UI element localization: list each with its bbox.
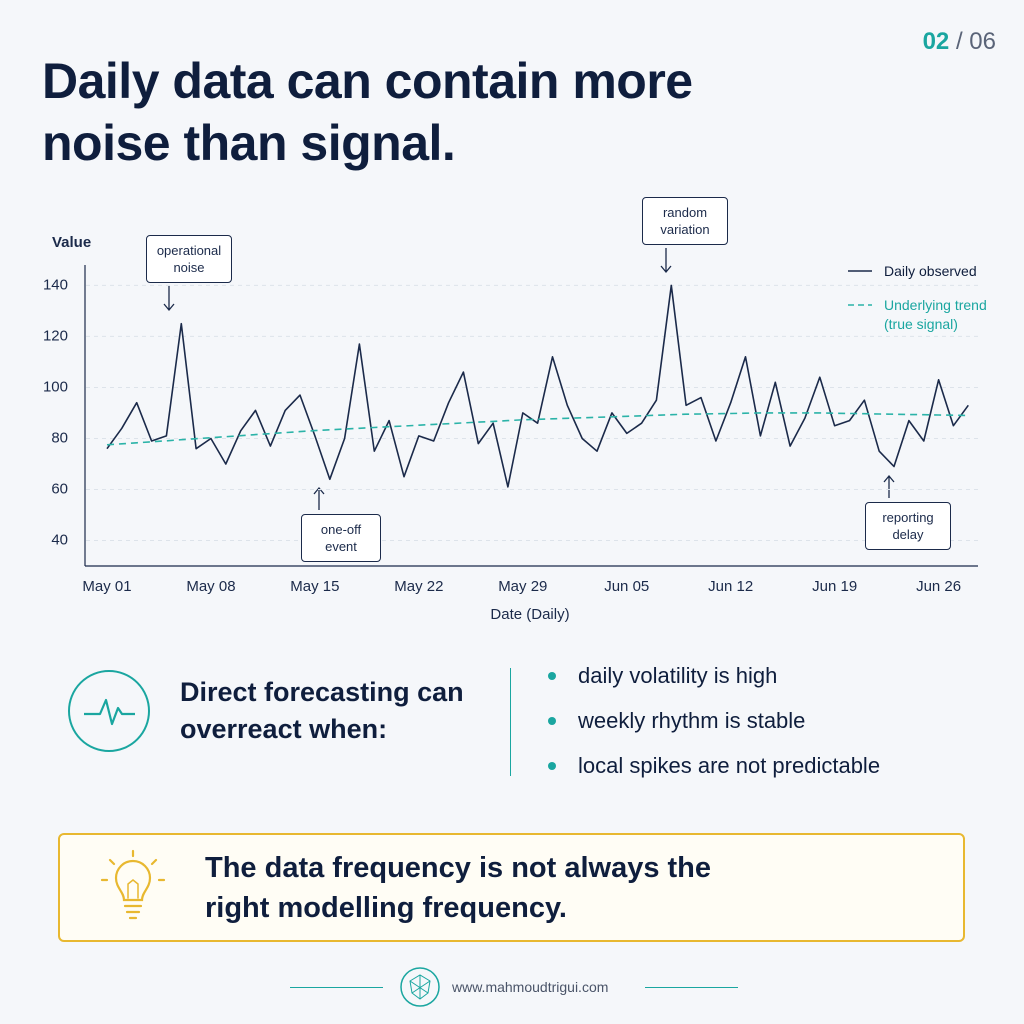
legend-label: Underlying trend (true signal) — [884, 297, 987, 332]
page-separator: / — [955, 28, 963, 55]
page-current: 02 — [922, 28, 950, 55]
bullet: weekly rhythm is stable — [578, 708, 806, 733]
pulse-icon — [68, 670, 150, 752]
footer-rule — [290, 987, 383, 988]
arrow — [883, 474, 895, 498]
callout-text: The data frequency is not always the rig… — [205, 852, 712, 924]
arrow — [163, 286, 175, 312]
x-tick-label: Jun 12 — [708, 578, 753, 595]
legend-label: Daily observed — [884, 263, 977, 279]
bullet-dots — [548, 672, 556, 770]
bullet: local spikes are not predictable — [578, 753, 881, 778]
x-tick-label: Jun 19 — [812, 578, 857, 595]
info-heading: Direct forecasting can overreact when: — [180, 677, 464, 744]
title: Daily data can contain more noise than s… — [42, 53, 693, 171]
series-line — [106, 284, 969, 488]
footer-url: www.mahmoudtrigui.com — [452, 979, 609, 995]
arrow — [660, 248, 672, 274]
arrow — [313, 486, 325, 510]
x-tick-label: Jun 26 — [916, 578, 961, 595]
y-tick-label: 40 — [51, 531, 68, 548]
page-total: 06 — [969, 28, 996, 55]
annotation-arrows — [163, 248, 895, 510]
x-tick-label: May 08 — [186, 578, 235, 595]
y-tick-label: 60 — [51, 480, 68, 497]
y-tick-label: 120 — [43, 327, 68, 344]
x-axis-label: Date (Daily) — [490, 606, 569, 623]
annotation: reporting delay — [865, 502, 951, 550]
x-tick-label: May 15 — [290, 578, 339, 595]
y-tick-label: 140 — [43, 276, 68, 293]
page-number: 02 / 06 — [923, 28, 996, 56]
bulb-icon — [100, 849, 166, 920]
divider — [510, 668, 511, 776]
y-tick-label: 100 — [43, 378, 68, 395]
y-axis-label: Value — [52, 234, 91, 251]
annotation: one-off event — [301, 514, 381, 562]
annotation: operational noise — [146, 235, 232, 283]
x-tick-label: May 01 — [82, 578, 131, 595]
annotation: random variation — [642, 197, 728, 245]
footer-rule — [645, 987, 738, 988]
x-tick-label: May 22 — [394, 578, 443, 595]
x-tick-label: Jun 05 — [604, 578, 649, 595]
bullet: daily volatility is high — [578, 663, 778, 688]
chart: Value Date (Daily) 40 60 80 100 120 140 May 01… — [43, 234, 978, 623]
logo — [400, 967, 440, 1007]
y-tick-label: 80 — [51, 429, 68, 446]
x-tick-label: May 29 — [498, 578, 547, 595]
callout-box — [58, 833, 965, 942]
